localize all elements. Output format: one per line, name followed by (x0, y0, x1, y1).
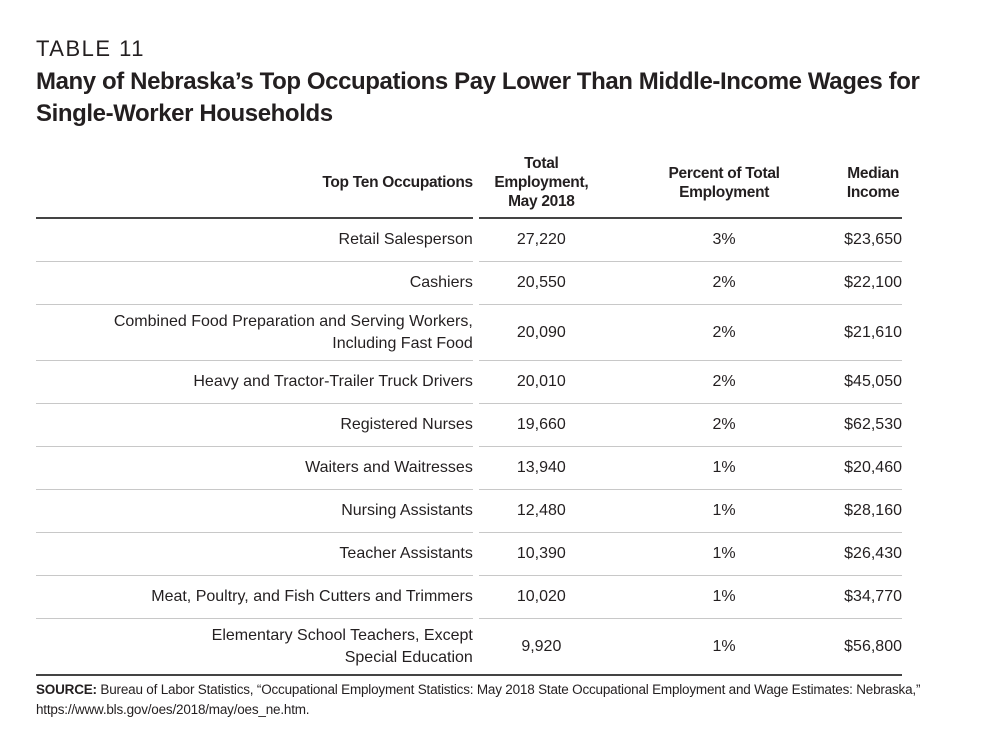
table-row: Nursing Assistants 12,480 1% $28,160 (36, 490, 902, 533)
percent-cell: 3% (604, 219, 845, 262)
source-label: SOURCE: (36, 682, 97, 697)
header-occupation: Top Ten Occupations (36, 150, 473, 219)
occupation-cell: Nursing Assistants (36, 490, 473, 533)
percent-cell: 2% (604, 305, 845, 361)
column-gap (472, 619, 479, 676)
employment-cell: 9,920 (478, 619, 605, 676)
table-label: TABLE 11 (36, 36, 146, 61)
source-text: Bureau of Labor Statistics, “Occupationa… (36, 682, 921, 717)
employment-cell: 20,090 (478, 305, 605, 361)
income-cell: $45,050 (844, 361, 902, 404)
income-cell: $21,610 (844, 305, 902, 361)
income-cell: $23,650 (844, 219, 902, 262)
occupations-table: Top Ten Occupations Total Employment, Ma… (36, 150, 902, 676)
table-row: Heavy and Tractor-Trailer Truck Drivers 2… (36, 361, 902, 404)
table-row: Registered Nurses 19,660 2% $62,530 (36, 404, 902, 447)
table-row: Meat, Poultry, and Fish Cutters and Trim… (36, 576, 902, 619)
income-cell: $34,770 (844, 576, 902, 619)
employment-cell: 20,550 (478, 262, 605, 305)
table-row: Waiters and Waitresses 13,940 1% $20,460 (36, 447, 902, 490)
occupation-cell: Meat, Poultry, and Fish Cutters and Trim… (36, 576, 473, 619)
occupation-cell: Elementary School Teachers, Except Speci… (36, 619, 473, 676)
table-row: Retail Salesperson 27,220 3% $23,650 (36, 219, 902, 262)
percent-cell: 1% (604, 490, 845, 533)
header-employment: Total Employment, May 2018 (478, 150, 605, 219)
employment-cell: 12,480 (478, 490, 605, 533)
percent-cell: 1% (604, 619, 845, 676)
occupation-cell: Heavy and Tractor-Trailer Truck Drivers (36, 361, 473, 404)
header-percent: Percent of Total Employment (604, 150, 845, 219)
table-row: Cashiers 20,550 2% $22,100 (36, 262, 902, 305)
table-row: Teacher Assistants 10,390 1% $26,430 (36, 533, 902, 576)
income-cell: $56,800 (844, 619, 902, 676)
income-cell: $26,430 (844, 533, 902, 576)
income-cell: $62,530 (844, 404, 902, 447)
percent-cell: 2% (604, 361, 845, 404)
source-note: SOURCE: Bureau of Labor Statistics, “Occ… (36, 680, 976, 720)
percent-cell: 2% (604, 262, 845, 305)
occupation-cell: Waiters and Waitresses (36, 447, 473, 490)
employment-cell: 10,390 (478, 533, 605, 576)
percent-cell: 1% (604, 576, 845, 619)
occupation-cell: Teacher Assistants (36, 533, 473, 576)
percent-cell: 1% (604, 533, 845, 576)
employment-cell: 20,010 (478, 361, 605, 404)
employment-cell: 13,940 (478, 447, 605, 490)
employment-cell: 10,020 (478, 576, 605, 619)
table-row: Elementary School Teachers, Except Speci… (36, 619, 902, 676)
occupation-cell: Retail Salesperson (36, 219, 473, 262)
percent-cell: 2% (604, 404, 845, 447)
income-cell: $22,100 (844, 262, 902, 305)
table-title: Many of Nebraska’s Top Occupations Pay L… (36, 68, 920, 127)
income-cell: $28,160 (844, 490, 902, 533)
occupation-cell: Registered Nurses (36, 404, 473, 447)
occupation-cell: Cashiers (36, 262, 473, 305)
header-row: Top Ten Occupations Total Employment, Ma… (36, 150, 902, 219)
employment-cell: 19,660 (478, 404, 605, 447)
table-row: Combined Food Preparation and Serving Wo… (36, 305, 902, 361)
occupation-cell: Combined Food Preparation and Serving Wo… (36, 305, 473, 361)
percent-cell: 1% (604, 447, 845, 490)
header-income: Median Income (844, 150, 902, 219)
employment-cell: 27,220 (478, 219, 605, 262)
income-cell: $20,460 (844, 447, 902, 490)
